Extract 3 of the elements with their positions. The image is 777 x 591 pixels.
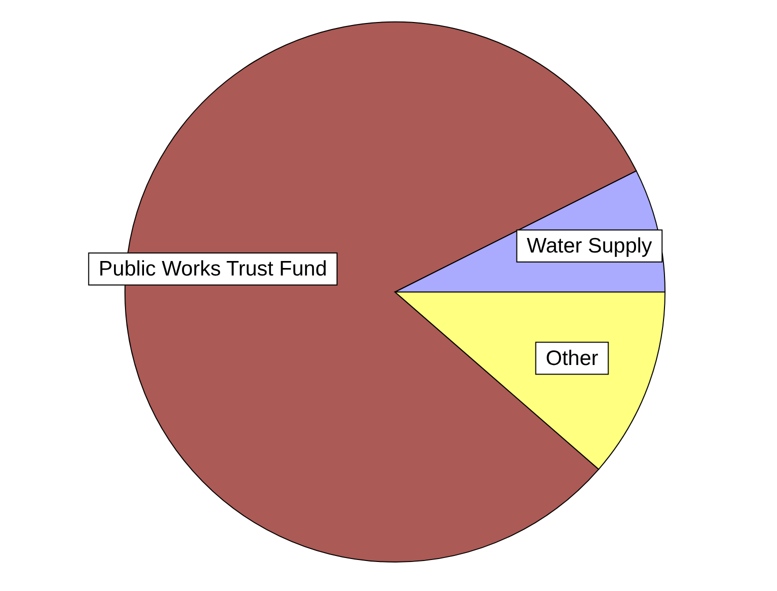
slice-label: Public Works Trust Fund xyxy=(98,257,328,280)
slice-label: Water Supply xyxy=(526,234,653,258)
slice-label: Other xyxy=(546,346,598,370)
